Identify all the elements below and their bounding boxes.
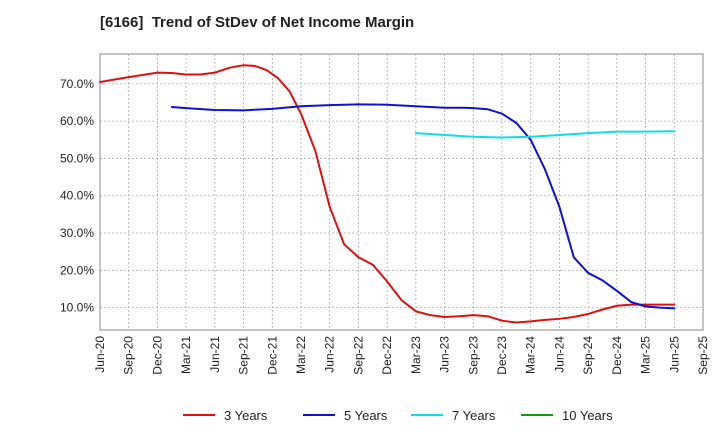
- y-tick-label: 10.0%: [60, 301, 94, 315]
- x-tick-label: Dec-20: [150, 336, 164, 375]
- x-tick-label: Mar-22: [294, 336, 308, 374]
- x-tick-label: Sep-20: [122, 336, 136, 375]
- y-axis-ticks: 10.0% 20.0% 30.0% 40.0% 50.0% 60.0% 70.0%: [60, 77, 94, 315]
- y-tick-label: 70.0%: [60, 77, 94, 91]
- y-tick-label: 50.0%: [60, 151, 94, 165]
- x-tick-label: Jun-20: [93, 336, 107, 373]
- series-line: [414, 130, 676, 139]
- x-tick-label: Sep-22: [351, 336, 365, 375]
- x-tick-label: Sep-21: [237, 336, 251, 375]
- x-tick-label: Jun-23: [438, 336, 452, 373]
- x-tick-label: Jun-21: [208, 336, 222, 373]
- grid: [100, 54, 703, 330]
- x-tick-label: Dec-24: [610, 336, 624, 375]
- x-tick-label: Sep-24: [581, 336, 595, 375]
- y-tick-label: 40.0%: [60, 189, 94, 203]
- y-tick-label: 20.0%: [60, 263, 94, 277]
- legend-label: 7 Years: [452, 408, 496, 423]
- series-lines: [99, 64, 676, 324]
- x-tick-label: Mar-25: [639, 336, 653, 374]
- series-line: [99, 64, 676, 324]
- legend: 3 Years 5 Years 7 Years 10 Years: [183, 408, 613, 423]
- legend-label: 3 Years: [224, 408, 268, 423]
- y-tick-label: 60.0%: [60, 114, 94, 128]
- x-tick-label: Jun-24: [552, 336, 566, 373]
- x-axis-ticks: Jun-20 Sep-20 Dec-20 Mar-21 Jun-21 Sep-21 Dec-…: [93, 336, 710, 375]
- chart-title: [6166] Trend of StDev of Net Income Marg…: [100, 14, 415, 31]
- x-tick-label: Dec-21: [265, 336, 279, 375]
- legend-label: 5 Years: [344, 408, 388, 423]
- x-tick-label: Dec-23: [495, 336, 509, 375]
- y-tick-label: 30.0%: [60, 226, 94, 240]
- series-line: [170, 103, 676, 310]
- x-tick-label: Sep-23: [466, 336, 480, 375]
- x-tick-label: Sep-25: [696, 336, 710, 375]
- x-tick-label: Mar-24: [524, 336, 538, 374]
- x-tick-label: Jun-25: [667, 336, 681, 373]
- x-tick-label: Mar-21: [179, 336, 193, 374]
- x-tick-label: Mar-23: [409, 336, 423, 374]
- legend-label: 10 Years: [562, 408, 613, 423]
- x-tick-label: Dec-22: [380, 336, 394, 375]
- x-tick-label: Jun-22: [323, 336, 337, 373]
- plot-area: [99, 53, 704, 331]
